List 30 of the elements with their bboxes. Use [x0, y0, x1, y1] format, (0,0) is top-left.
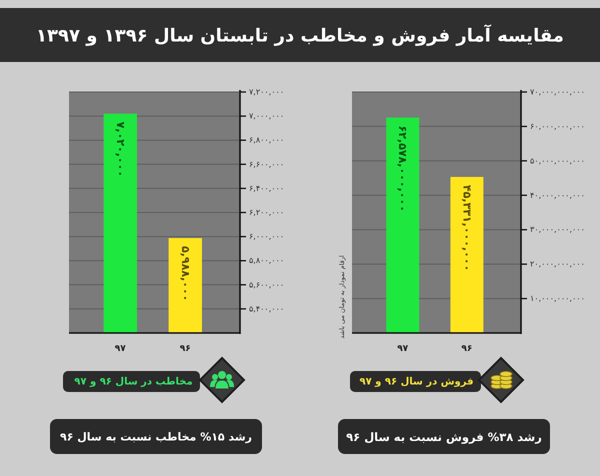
text: فروش در سال ۹۶ و ۹۷ [359, 376, 474, 388]
text: رشد ۳۸% فروش نسبت به سال ۹۶ [346, 430, 542, 444]
text: رشد ۱۵% مخاطب نسبت به سال ۹۶ [60, 430, 252, 444]
y-tick-label: ۷,۲۰۰,۰۰۰ [249, 88, 284, 96]
y-tick-label: ۷,۰۰۰,۰۰۰ [249, 112, 284, 121]
y-tick-label: ۷۰,۰۰۰,۰۰۰,۰۰۰ [530, 88, 585, 96]
y-tick-label: ۵,۸۰۰,۰۰۰ [249, 256, 284, 266]
y-tick-label: ۳۰,۰۰۰,۰۰۰,۰۰۰ [530, 225, 585, 234]
y-tick-label: ۵,۶۰۰,۰۰۰ [249, 280, 284, 290]
y-tick-label: ۴۰,۰۰۰,۰۰۰,۰۰۰ [530, 190, 585, 200]
y-tick-label: ۶,۴۰۰,۰۰۰ [249, 184, 284, 193]
y-tick-label: ۶,۶۰۰,۰۰۰ [249, 160, 284, 169]
y-tick-label: ۱۰,۰۰۰,۰۰۰,۰۰۰ [530, 294, 585, 304]
data-label: ۵,۹۸۸,۰۰۰ [178, 246, 192, 302]
y-tick-label: ۶,۰۰۰,۰۰۰ [249, 232, 284, 242]
data-label: ۴۵,۳۳۱,۰۰۰,۰۰۰ [460, 184, 474, 272]
chart-title: مقایسه آمار فروش و مخاطب در تابستان سال ۱۳۹۶ و ۱۳۹۷ [36, 24, 564, 46]
x-tick-label: ۹۶ [180, 344, 191, 354]
y-tick-label: ۵۰,۰۰۰,۰۰۰,۰۰۰ [530, 156, 585, 166]
x-tick-label: ۹۷ [114, 344, 126, 354]
y-tick-label: ۵,۴۰۰,۰۰۰ [249, 304, 284, 314]
y-tick-label: ۶۰,۰۰۰,۰۰۰,۰۰۰ [530, 122, 585, 131]
data-label: ۷,۰۲۰,۰۰۰ [114, 122, 127, 178]
data-label: ۶۲,۵۷۸,۰۰۰,۰۰۰ [396, 126, 410, 212]
y-tick-label: ۶,۸۰۰,۰۰۰ [249, 136, 284, 145]
x-tick-label: ۹۶ [461, 344, 472, 354]
x-tick-label: ۹۷ [397, 344, 409, 354]
text: مخاطب در سال ۹۶ و ۹۷ [74, 376, 193, 388]
y-tick-label: ۶,۲۰۰,۰۰۰ [249, 208, 284, 217]
y-tick-label: ۲۰,۰۰۰,۰۰۰,۰۰۰ [530, 260, 585, 269]
